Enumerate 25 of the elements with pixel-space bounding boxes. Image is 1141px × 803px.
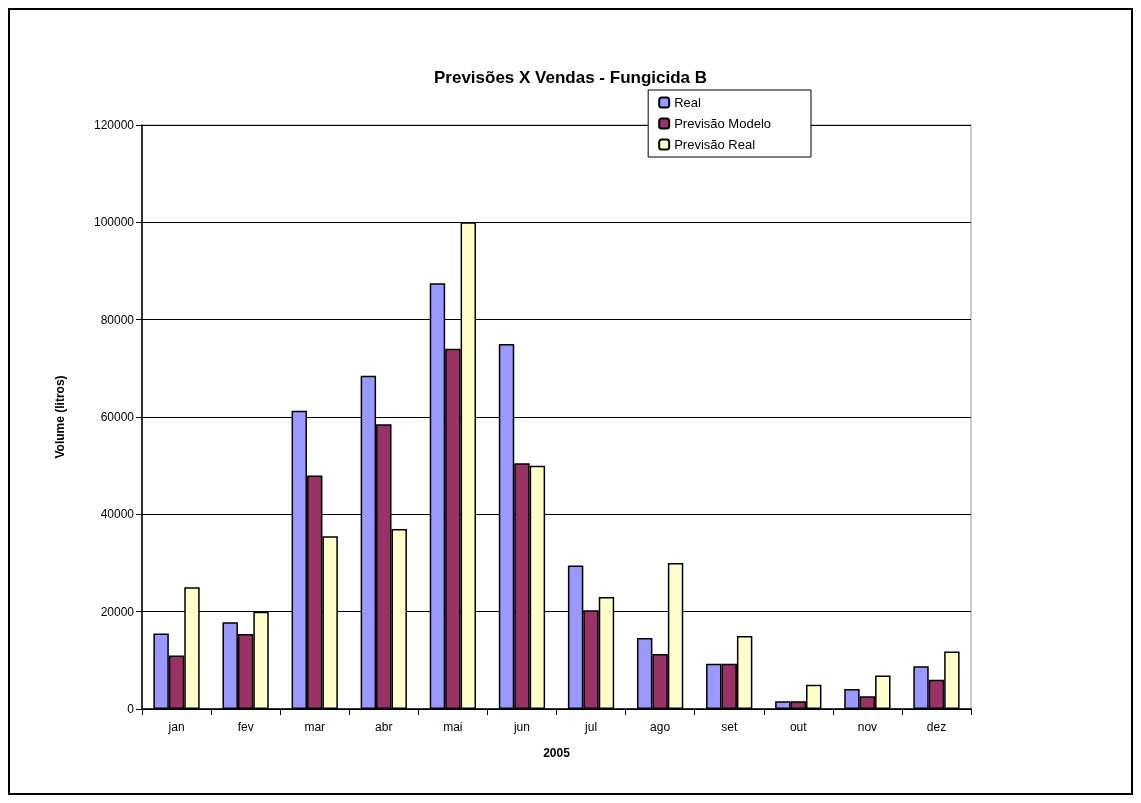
y-tick-label: 120000: [93, 118, 135, 132]
x-tick-label: fev: [237, 720, 254, 734]
x-tick-label: jul: [584, 720, 598, 734]
x-tick-label: mar: [304, 720, 326, 734]
y-axis-title: Volume (litros): [53, 375, 67, 459]
x-tick-label: jun: [512, 720, 530, 734]
x-tick-label: dez: [926, 720, 947, 734]
y-tick-label: 40000: [100, 507, 135, 522]
x-tick-label: mai: [443, 720, 463, 734]
y-tick-label: 0: [127, 702, 135, 716]
x-tick-label: ago: [650, 720, 671, 734]
x-tick-label: jan: [167, 720, 185, 734]
x-axis-title: 2005: [543, 746, 571, 760]
x-tick-label: set: [721, 720, 738, 734]
y-tick-label: 80000: [100, 312, 135, 327]
x-tick-label: out: [789, 720, 808, 734]
y-tick-label: 100000: [93, 215, 135, 230]
y-tick-label: 60000: [100, 410, 135, 424]
legend-label: Previsão Real: [674, 137, 756, 152]
legend-label: Real: [674, 95, 702, 110]
legend-label: Previsão Modelo: [674, 116, 771, 131]
y-tick-label: 20000: [100, 604, 135, 619]
chart-title: Previsões X Vendas - Fungicida B: [433, 68, 708, 87]
x-tick-label: nov: [857, 720, 878, 734]
x-tick-label: abr: [375, 720, 393, 734]
